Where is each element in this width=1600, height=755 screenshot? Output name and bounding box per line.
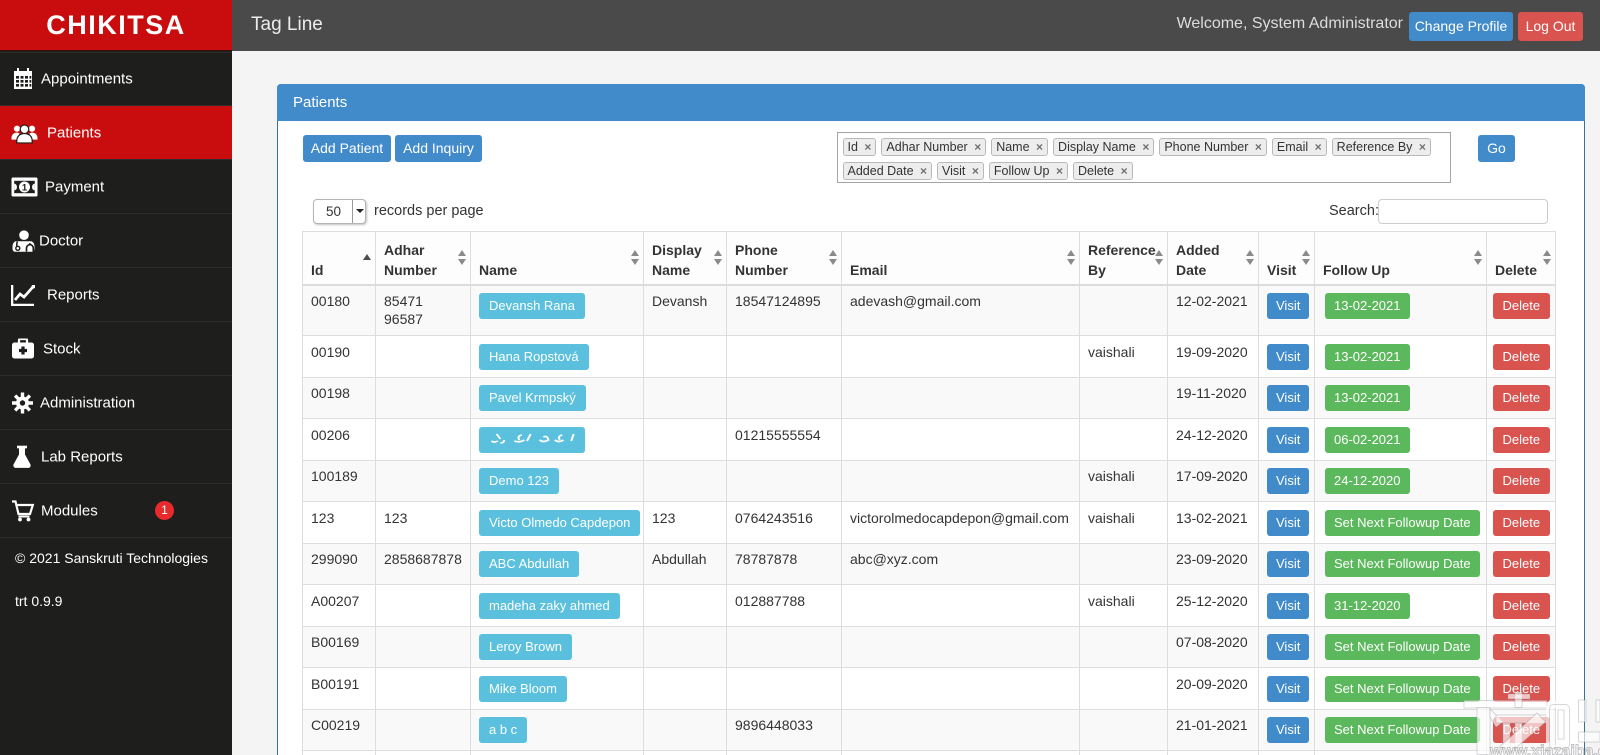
- svg-text:1: 1: [22, 182, 28, 193]
